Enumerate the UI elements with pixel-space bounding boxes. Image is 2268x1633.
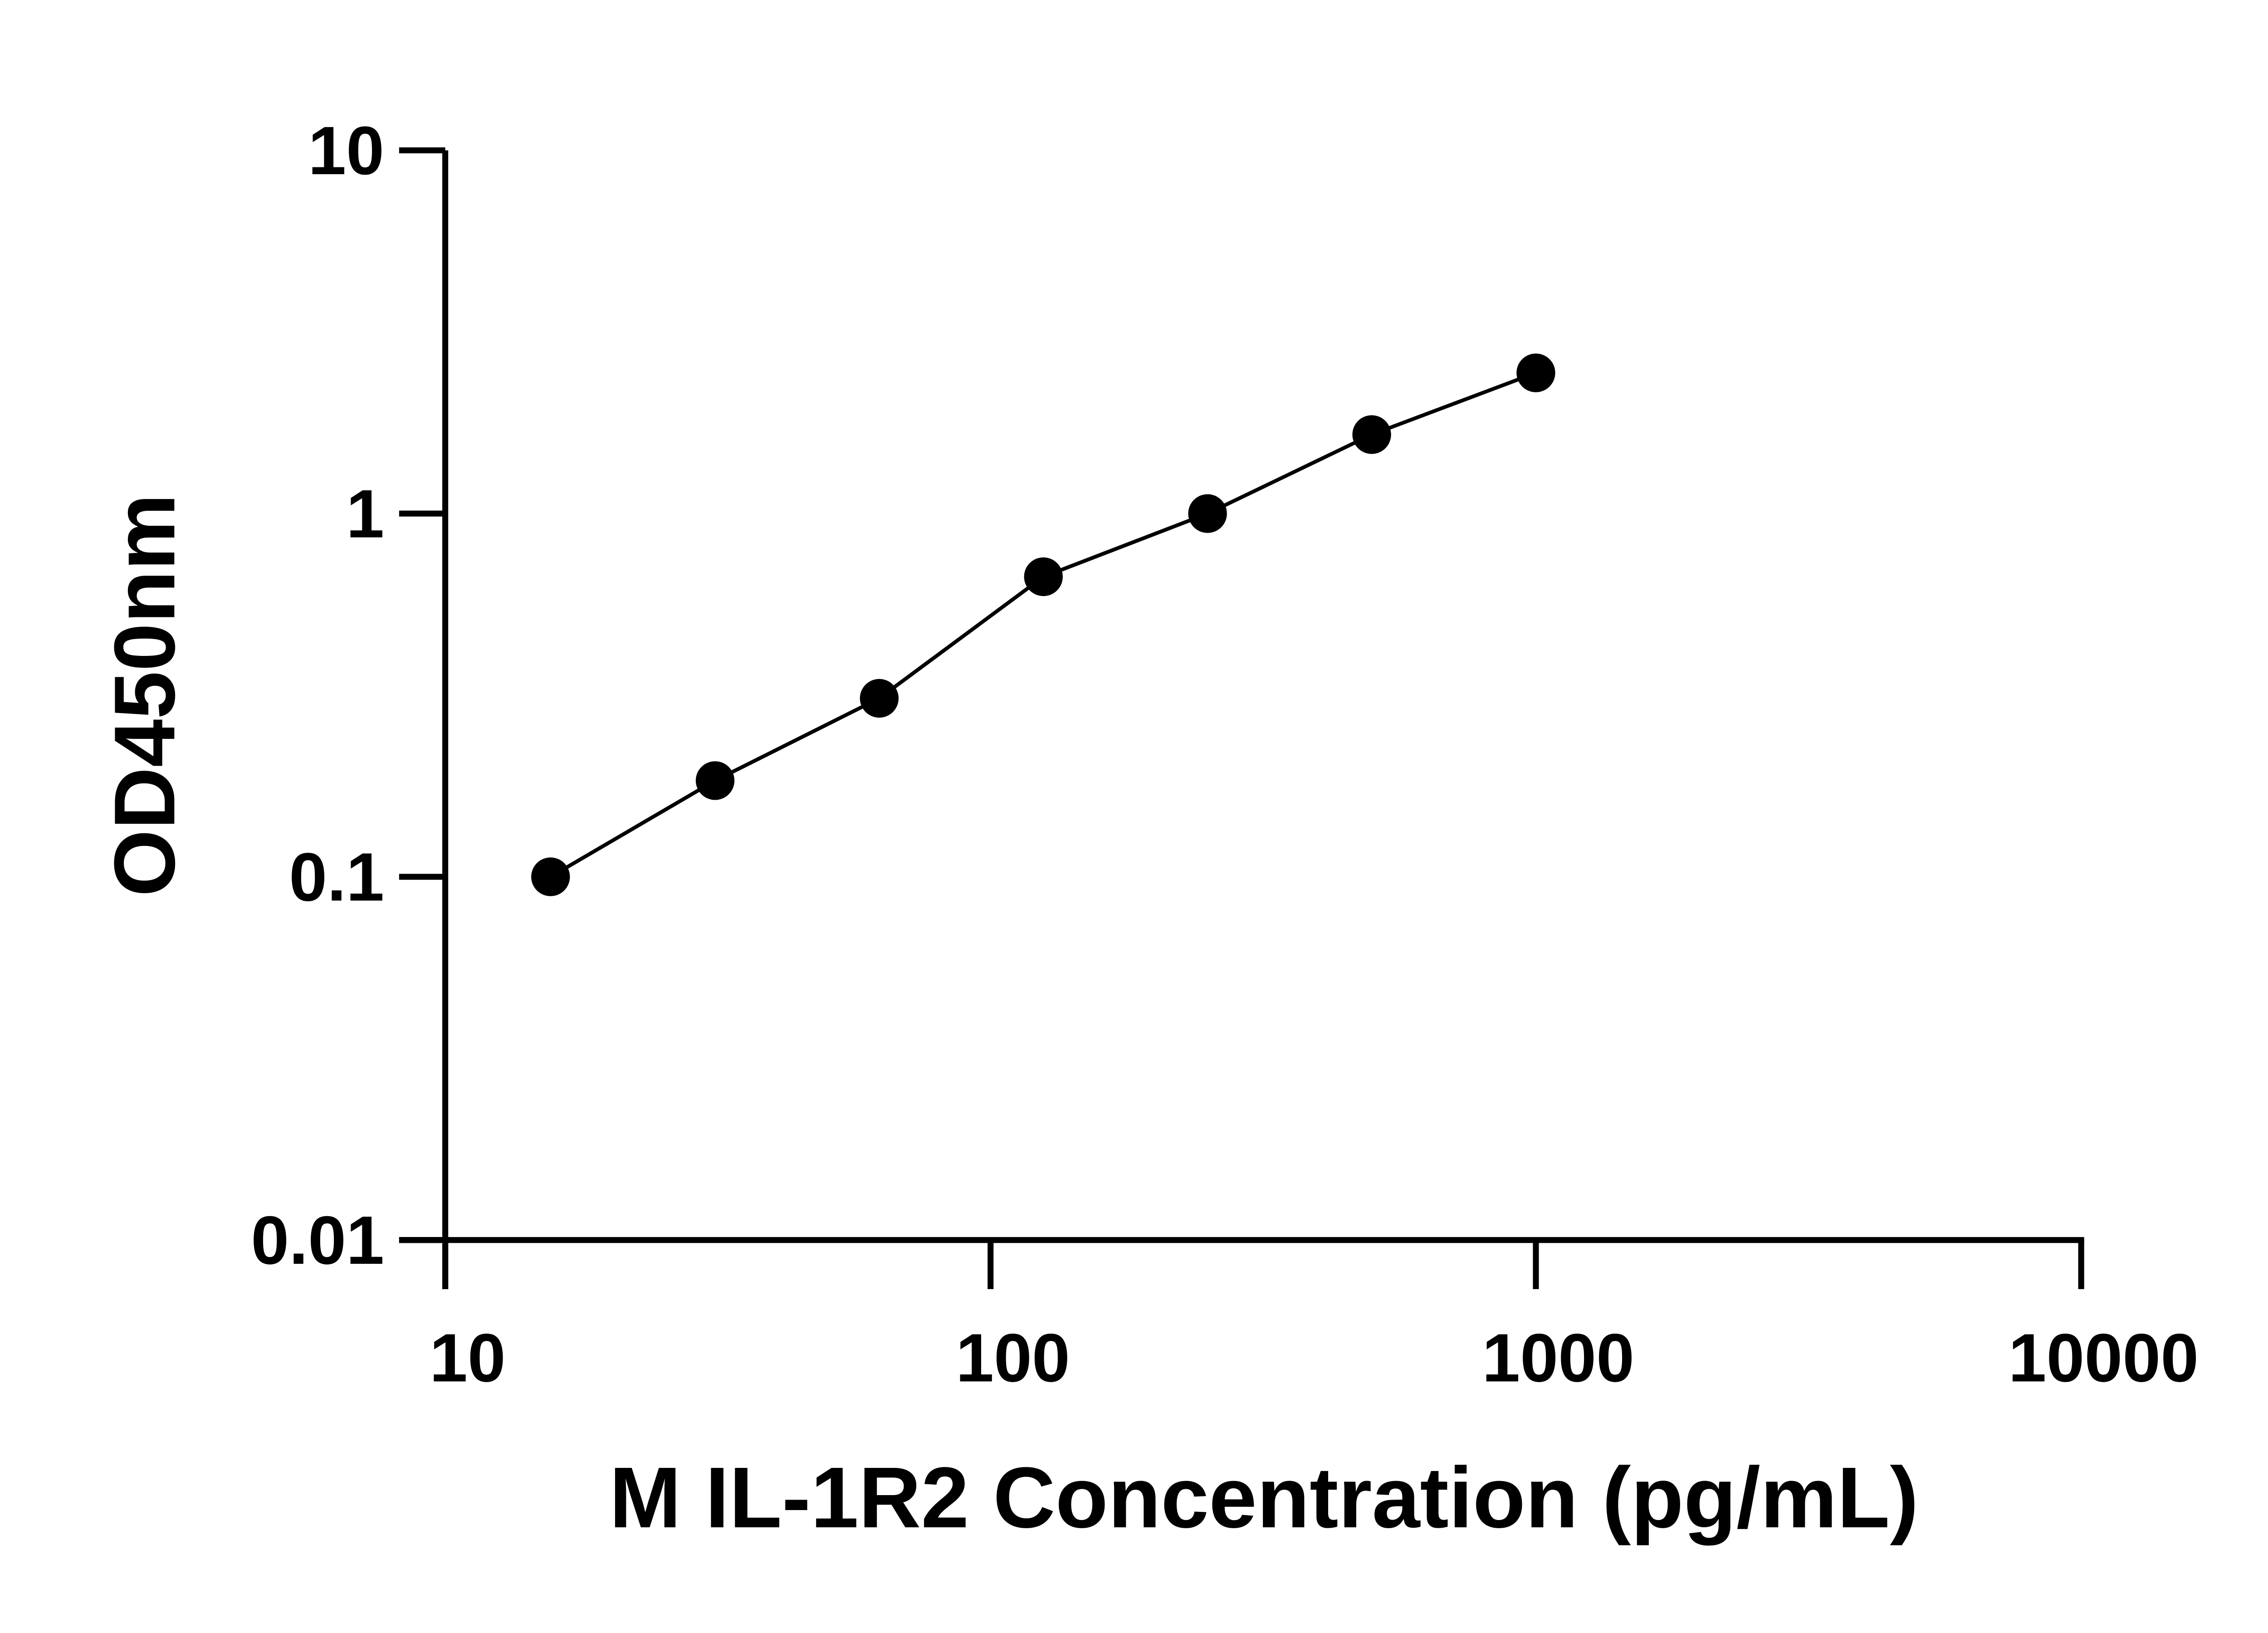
data-point [860, 679, 899, 718]
y-tick-label: 0.1 [289, 838, 384, 915]
x-tick-label: 10 [430, 1319, 506, 1396]
x-tick-label: 1000 [1482, 1319, 1634, 1396]
x-axis-label: M IL-1R2 Concentration (pg/mL) [609, 1450, 1919, 1546]
y-axis-label: OD450nm [97, 494, 193, 897]
y-tick-label: 10 [308, 112, 384, 189]
y-tick-label: 1 [346, 475, 384, 552]
data-point [695, 761, 735, 800]
x-tick-label: 100 [956, 1319, 1070, 1396]
x-tick-label: 10000 [2009, 1319, 2199, 1396]
data-point [1024, 557, 1063, 596]
data-point [1352, 415, 1391, 454]
data-point [1516, 353, 1555, 392]
data-point [531, 857, 570, 896]
axes [399, 150, 2084, 1289]
data-point [1188, 494, 1227, 533]
y-tick-label: 0.01 [251, 1202, 384, 1278]
fit-curve [549, 371, 1537, 879]
